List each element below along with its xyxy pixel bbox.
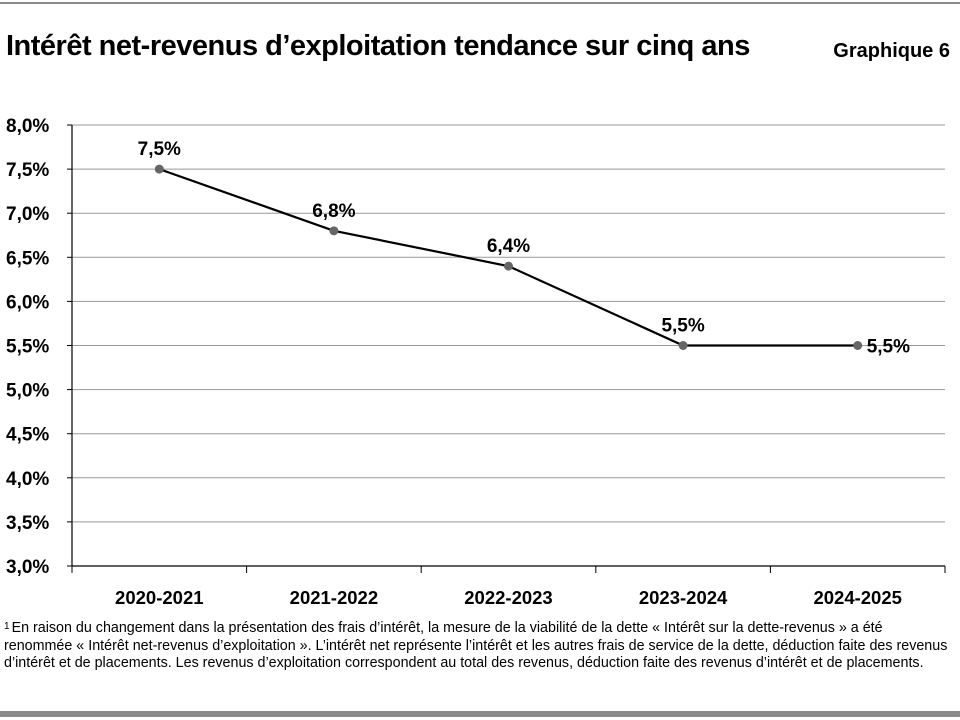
data-label: 6,4% <box>487 236 530 257</box>
data-label: 7,5% <box>138 139 181 160</box>
y-tick-label: 7,0% <box>6 204 49 225</box>
line-chart: 3,0% 3,5% 4,0% 4,5% 5,0% 5,5% 6,0% 6,5% 7,0% 7,5%… <box>6 116 946 608</box>
data-label: 6,8% <box>312 201 355 222</box>
x-tick-label: 2020-2021 <box>115 587 203 608</box>
y-tick-label: 7,5% <box>6 160 49 181</box>
y-tick-label: 8,0% <box>6 116 49 137</box>
x-tick-label: 2022-2023 <box>464 587 552 608</box>
footnote: 1 En raison du changement dans la présent… <box>4 620 949 673</box>
footnote-text: En raison du changement dans la présenta… <box>4 620 948 671</box>
chart-title: Intérêt net-revenus d’exploitation tenda… <box>6 30 750 62</box>
data-label: 5,5% <box>661 316 704 337</box>
data-point <box>853 341 863 350</box>
y-tick-label: 6,5% <box>6 248 49 269</box>
footnote-marker: 1 <box>4 621 10 632</box>
y-tick-label: 3,0% <box>6 557 49 578</box>
data-point <box>504 261 513 271</box>
y-tick-label: 5,5% <box>6 337 49 358</box>
x-axis-ticks: 2020-2021 2021-2022 2022-2023 2023-2024 2024… <box>71 566 946 608</box>
data-point <box>678 341 688 350</box>
data-labels: 7,5% 6,8% 6,4% 5,5% 5,5% <box>138 139 910 357</box>
bottom-rule <box>0 711 960 717</box>
top-rule <box>0 2 960 4</box>
data-label: 5,5% <box>867 337 910 358</box>
y-tick-label: 4,0% <box>6 469 49 490</box>
x-tick-label: 2023-2024 <box>639 587 728 608</box>
data-point <box>154 164 164 174</box>
figure-label: Graphique 6 <box>833 40 950 62</box>
x-tick-label: 2024-2025 <box>813 587 901 608</box>
y-tick-label: 4,5% <box>6 425 49 446</box>
y-tick-label: 3,5% <box>6 513 49 534</box>
y-tick-label: 5,0% <box>6 381 49 402</box>
y-tick-label: 6,0% <box>6 292 49 313</box>
data-point <box>329 226 339 236</box>
x-tick-label: 2021-2022 <box>290 587 378 608</box>
data-points <box>154 164 863 350</box>
y-axis-ticks: 3,0% 3,5% 4,0% 4,5% 5,0% 5,5% 6,0% 6,5% 7,0% 7,5%… <box>6 116 72 578</box>
